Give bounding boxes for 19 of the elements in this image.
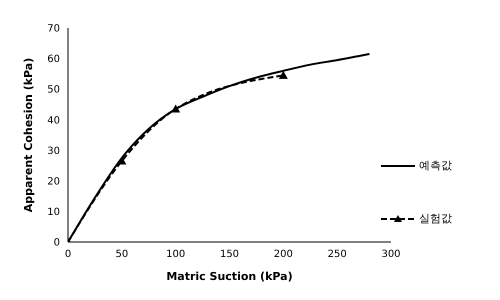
y-tick-label: 40 (47, 115, 60, 126)
y-tick-label: 20 (47, 176, 60, 188)
y-tick-label: 0 (54, 238, 60, 249)
x-tick-label: 150 (220, 249, 240, 260)
x-tick-label: 200 (274, 249, 293, 260)
x-tick-label: 50 (115, 249, 128, 260)
legend-label: 실험값 (419, 212, 452, 226)
x-tick-label: 0 (64, 249, 72, 260)
x-tick-label: 100 (166, 249, 186, 260)
y-tick-label: 30 (47, 146, 60, 157)
legend-label: 예측값 (419, 159, 452, 173)
y-tick-label: 60 (47, 54, 60, 66)
y-axis-title: Apparent Cohesion (kPa) (22, 58, 35, 212)
y-tick-label: 50 (47, 84, 60, 96)
y-tick-label: 70 (47, 24, 60, 35)
x-axis-title: Matric Suction (kPa) (166, 270, 293, 283)
x-tick-label: 250 (328, 249, 347, 260)
y-tick-label: 10 (47, 206, 60, 218)
x-tick-label: 300 (381, 249, 401, 260)
